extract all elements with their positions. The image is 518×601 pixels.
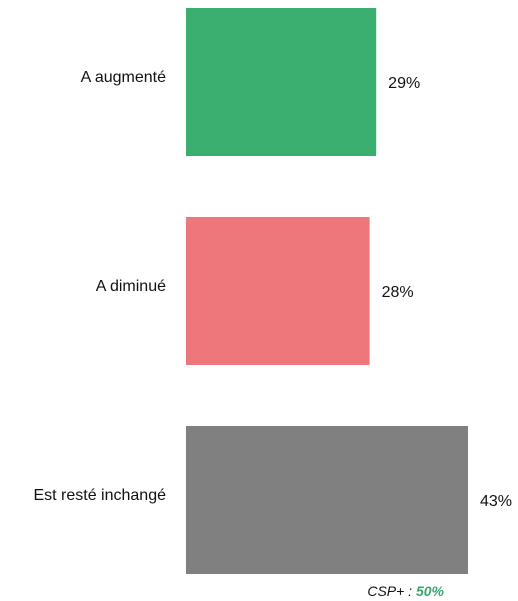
bar-3 bbox=[186, 426, 468, 574]
bar-1 bbox=[186, 8, 377, 156]
bar-2 bbox=[186, 217, 370, 365]
category-label-3: Est resté inchangé bbox=[33, 487, 166, 504]
annotation-value: 50% bbox=[415, 583, 444, 599]
value-label-3: 43% bbox=[480, 493, 512, 510]
annotation-prefix: CSP+ : bbox=[367, 583, 413, 599]
value-label-2: 28% bbox=[382, 284, 414, 301]
chart-annotation: CSP+ : 50% bbox=[367, 583, 444, 599]
category-label-2: A diminué bbox=[96, 278, 166, 295]
category-label-1: A augmenté bbox=[81, 69, 167, 86]
value-label-1: 29% bbox=[388, 75, 420, 92]
